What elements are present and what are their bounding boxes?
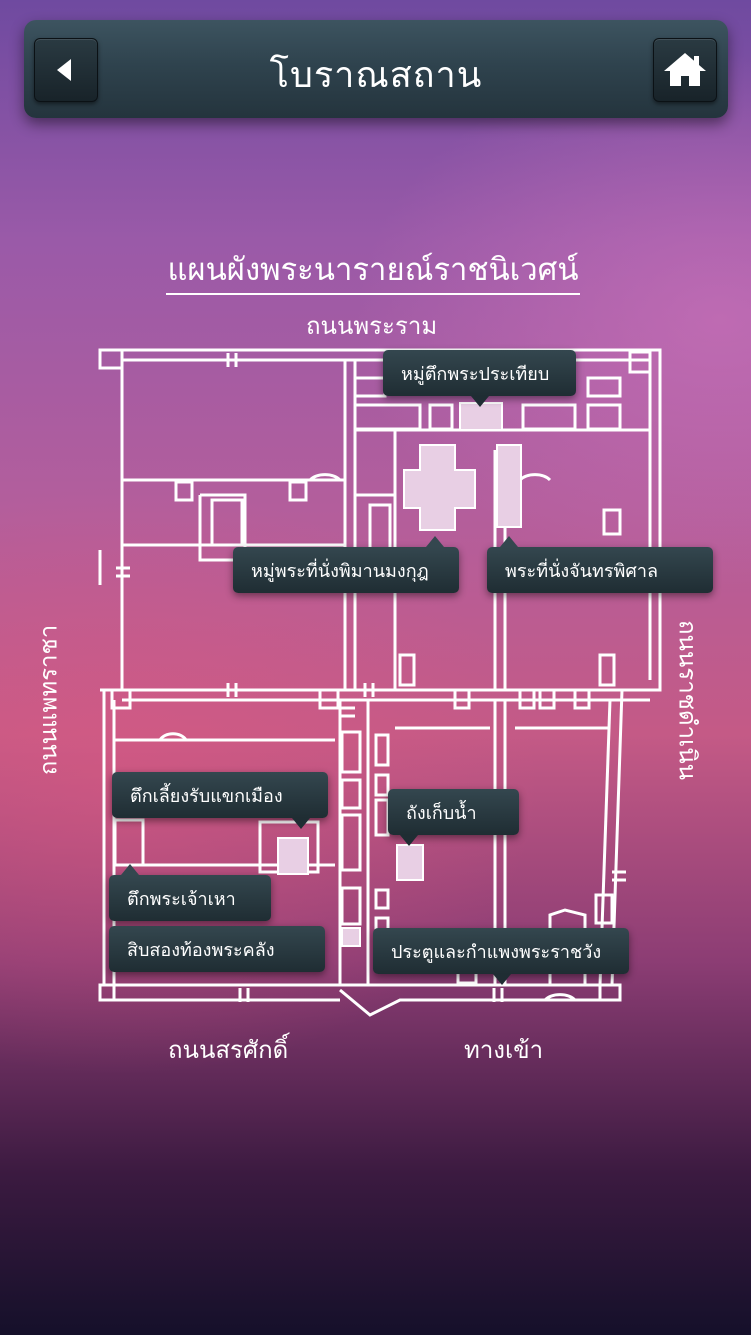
label-text: สิบสองท้องพระคลัง bbox=[127, 939, 275, 961]
label-chan-phisan[interactable]: พระที่นั่งจันทรพิศาล bbox=[487, 536, 713, 593]
label-text: พระที่นั่งจันทรพิศาล bbox=[505, 560, 658, 582]
pointer-arrow bbox=[500, 536, 518, 547]
label-text: ตึกเลี้ยงรับแขกเมือง bbox=[130, 785, 283, 807]
map-heading: แผนผังพระนารายณ์ราชนิเวศน์ bbox=[167, 252, 579, 288]
road-label-entrance: ทางเข้า bbox=[464, 1036, 544, 1064]
pointer-arrow bbox=[400, 835, 418, 846]
top-navigation-bar: โบราณสถาน bbox=[24, 20, 728, 118]
label-water-tank[interactable]: ถังเก็บน้ำ bbox=[388, 789, 519, 846]
label-chao-hao[interactable]: ตึกพระเจ้าเหา bbox=[109, 864, 271, 921]
back-button[interactable] bbox=[34, 38, 98, 102]
heading-divider bbox=[166, 293, 580, 295]
home-icon bbox=[664, 53, 706, 86]
pointer-arrow bbox=[292, 818, 310, 829]
pointer-arrow bbox=[426, 536, 444, 547]
road-label-top: ถนนพระราม bbox=[306, 312, 438, 340]
pointer-arrow bbox=[121, 864, 139, 875]
label-gate-wall[interactable]: ประตูและกำแพงพระราชวัง bbox=[373, 928, 629, 985]
pointer-arrow bbox=[493, 974, 511, 985]
page-title: โบราณสถาน bbox=[269, 55, 483, 96]
label-text: ประตูและกำแพงพระราชวัง bbox=[391, 941, 602, 963]
home-button[interactable] bbox=[653, 38, 717, 102]
label-reception-hall[interactable]: ตึกเลี้ยงรับแขกเมือง bbox=[112, 772, 328, 829]
label-treasury[interactable]: สิบสองท้องพระคลัง bbox=[109, 926, 325, 972]
back-arrow-icon bbox=[57, 59, 71, 81]
road-label-bottom-left: ถนนสรศักดิ์ bbox=[168, 1036, 289, 1064]
pointer-arrow bbox=[471, 396, 489, 407]
label-phiman-mongkut[interactable]: หมู่พระที่นั่งพิมานมงกุฎ bbox=[233, 536, 459, 593]
label-text: หมู่พระที่นั่งพิมานมงกุฎ bbox=[251, 560, 429, 582]
label-text: ถังเก็บน้ำ bbox=[406, 802, 477, 824]
label-text: หมู่ตึกพระประเทียบ bbox=[401, 363, 550, 385]
label-text: ตึกพระเจ้าเหา bbox=[127, 888, 236, 910]
label-prathiap-buildings[interactable]: หมู่ตึกพระประเทียบ bbox=[383, 350, 576, 407]
